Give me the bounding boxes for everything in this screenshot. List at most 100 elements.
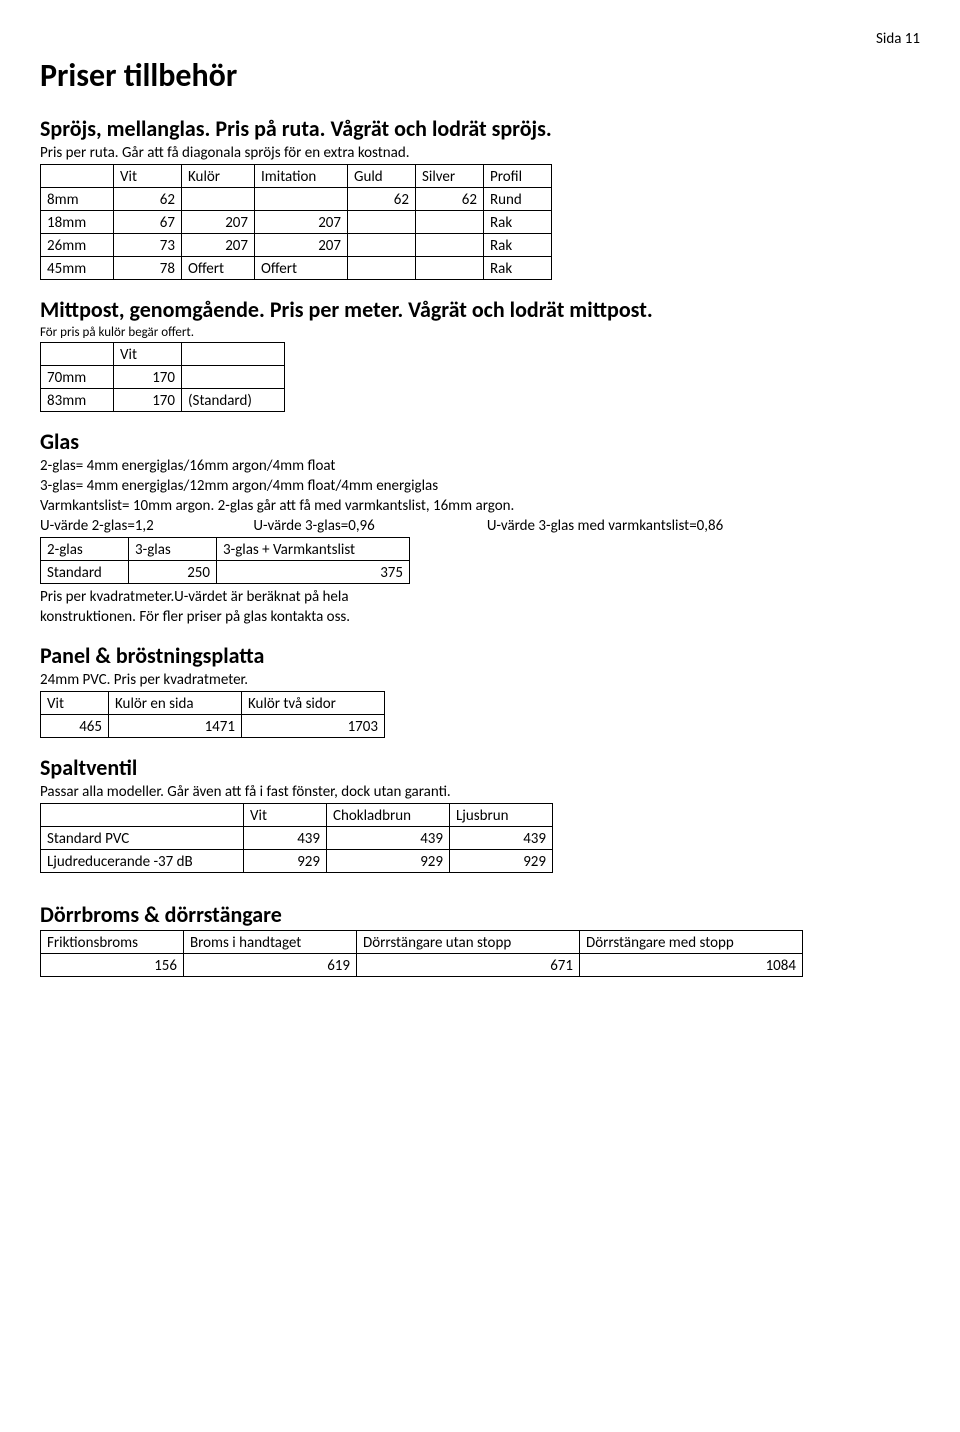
table-cell: 62 [348,188,416,211]
glas-heading: Glas [40,428,920,455]
table-cell: 250 [129,561,217,584]
table-header: 3-glas [129,538,217,561]
table-cell: 62 [416,188,484,211]
section-panel: Panel & bröstningsplatta 24mm PVC. Pris … [40,642,920,738]
panel-table: VitKulör en sidaKulör två sidor465147117… [40,691,385,738]
dorrbroms-table: FriktionsbromsBroms i handtagetDörrstäng… [40,930,803,977]
table-row: Standard250375 [41,561,410,584]
table-cell: 45mm [41,257,114,280]
table-row: 1566196711084 [41,954,803,977]
table-cell: 439 [244,827,327,850]
table-cell: 439 [327,827,450,850]
table-cell: 207 [182,211,255,234]
table-row: Standard PVC439439439 [41,827,553,850]
table-cell: 439 [450,827,553,850]
table-cell: (Standard) [182,389,285,412]
spaltventil-table: VitChokladbrunLjusbrunStandard PVC439439… [40,803,553,873]
sprojs-table: VitKulörImitationGuldSilverProfil8mm6262… [40,164,552,280]
sprojs-sub: Pris per ruta. Går att få diagonala sprö… [40,144,920,162]
table-cell: 207 [255,234,348,257]
table-cell: 78 [114,257,182,280]
table-row: 46514711703 [41,715,385,738]
table-cell [255,188,348,211]
table-cell: 1084 [580,954,803,977]
glas-after1: Pris per kvadratmeter.U-värdet är beräkn… [40,588,920,606]
table-header: 2-glas [41,538,129,561]
table-cell: Rund [484,188,552,211]
glas-line2: 3-glas= 4mm energiglas/12mm argon/4mm fl… [40,477,920,495]
glas-line1: 2-glas= 4mm energiglas/16mm argon/4mm fl… [40,457,920,475]
table-header: Vit [41,692,109,715]
section-spaltventil: Spaltventil Passar alla modeller. Går äv… [40,754,920,873]
table-row: 70mm170 [41,366,285,389]
table-row: 8mm626262Rund [41,188,552,211]
table-cell: 170 [114,389,182,412]
table-header: Guld [348,165,416,188]
table-cell: 207 [182,234,255,257]
table-header [182,343,285,366]
table-header: Friktionsbroms [41,931,184,954]
table-cell: 67 [114,211,182,234]
table-cell: 671 [357,954,580,977]
table-header: Vit [114,165,182,188]
table-header: Silver [416,165,484,188]
glas-line3b: 2-glas går att få med varmkantslist, 16m… [218,497,515,515]
table-cell: 8mm [41,188,114,211]
table-cell [348,257,416,280]
table-header [41,804,244,827]
table-cell: Ljudreducerande -37 dB [41,850,244,873]
table-cell: Offert [182,257,255,280]
dorrbroms-heading: Dörrbroms & dörrstängare [40,901,920,928]
sprojs-heading: Spröjs, mellanglas. Pris på ruta. Vågrät… [40,115,920,142]
table-cell: 619 [184,954,357,977]
table-cell [348,211,416,234]
table-header: Imitation [255,165,348,188]
table-cell [416,211,484,234]
page-number: Sida 11 [40,30,920,48]
mittpost-note: För pris på kulör begär offert. [40,325,920,340]
spaltventil-sub: Passar alla modeller. Går även att få i … [40,783,920,801]
spaltventil-heading: Spaltventil [40,754,920,781]
page-title: Priser tillbehör [40,56,920,95]
table-cell: Standard PVC [41,827,244,850]
glas-line4b: U-värde 3-glas=0,96 [253,517,483,535]
table-header: 3-glas + Varmkantslist [217,538,410,561]
table-cell: 170 [114,366,182,389]
mittpost-table: Vit70mm17083mm170(Standard) [40,342,285,412]
table-cell: 62 [114,188,182,211]
table-cell [182,188,255,211]
table-cell: 18mm [41,211,114,234]
table-cell: 929 [327,850,450,873]
table-cell [182,366,285,389]
table-cell: 929 [244,850,327,873]
table-row: 83mm170(Standard) [41,389,285,412]
glas-line3: Varmkantslist= 10mm argon. 2-glas går at… [40,497,920,515]
table-cell [348,234,416,257]
table-cell: 26mm [41,234,114,257]
section-sprojs: Spröjs, mellanglas. Pris på ruta. Vågrät… [40,115,920,280]
table-header: Vit [114,343,182,366]
table-header [41,165,114,188]
table-cell: 83mm [41,389,114,412]
table-cell [416,234,484,257]
table-cell: 1471 [109,715,242,738]
table-header: Kulör [182,165,255,188]
glas-line3a: Varmkantslist= 10mm argon. [40,497,214,515]
table-header: Kulör två sidor [242,692,385,715]
section-dorrbroms: Dörrbroms & dörrstängare FriktionsbromsB… [40,901,920,977]
panel-heading: Panel & bröstningsplatta [40,642,920,669]
table-header: Dörrstängare utan stopp [357,931,580,954]
table-cell: 1703 [242,715,385,738]
table-cell: 207 [255,211,348,234]
glas-after2: konstruktionen. För fler priser på glas … [40,608,920,626]
table-header: Profil [484,165,552,188]
mittpost-heading: Mittpost, genomgående. Pris per meter. V… [40,296,920,323]
glas-table: 2-glas3-glas3-glas + VarmkantslistStanda… [40,537,410,584]
glas-line4c: U-värde 3-glas med varmkantslist=0,86 [487,517,723,535]
table-cell: Standard [41,561,129,584]
table-row: 26mm73207207Rak [41,234,552,257]
table-header: Chokladbrun [327,804,450,827]
table-cell: Rak [484,257,552,280]
section-mittpost: Mittpost, genomgående. Pris per meter. V… [40,296,920,412]
table-row: 18mm67207207Rak [41,211,552,234]
